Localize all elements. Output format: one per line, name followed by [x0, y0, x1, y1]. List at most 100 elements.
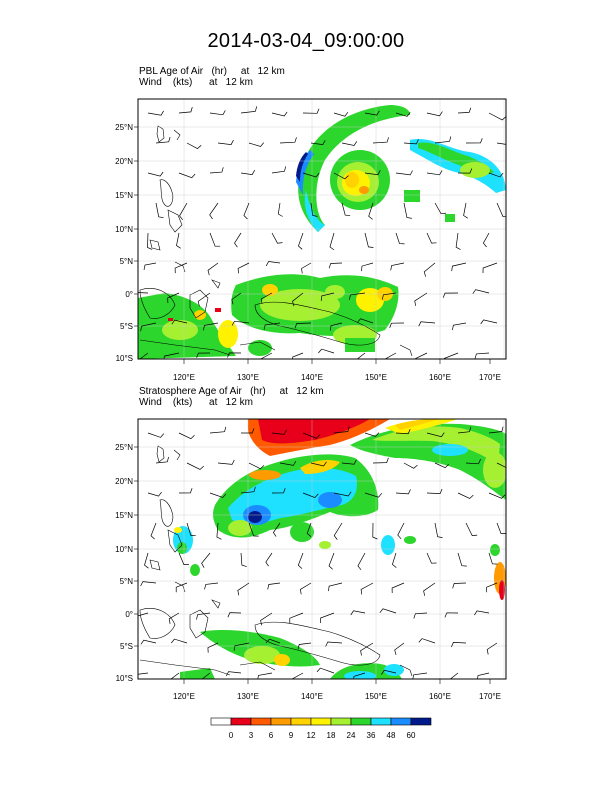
wind-barb	[372, 457, 389, 464]
wind-barb	[209, 232, 221, 247]
wind-barb	[465, 522, 478, 536]
wind-barb	[488, 426, 504, 434]
wind-barb	[395, 489, 411, 495]
wind-barb	[179, 202, 188, 221]
pbl-lat-label: 0°	[125, 290, 133, 299]
wind-barb	[260, 612, 273, 626]
wind-barb	[414, 292, 428, 306]
wind-barb	[147, 432, 165, 438]
wind-barb	[442, 292, 459, 298]
wind-barb	[488, 552, 498, 565]
wind-barb	[240, 552, 247, 567]
wind-barb	[178, 107, 193, 114]
wind-barb	[364, 232, 374, 248]
wind-barb	[294, 322, 312, 329]
wind-barb	[234, 232, 242, 248]
wind-barb	[449, 672, 459, 679]
colorbar-swatch	[330, 717, 352, 726]
wind-barb	[418, 321, 436, 327]
wind-barb	[271, 429, 287, 435]
wind-barb	[357, 552, 366, 571]
wind-barb	[395, 170, 413, 176]
wind-barb	[333, 172, 349, 180]
strat-wind-barbs	[138, 426, 506, 679]
wind-barb	[434, 202, 447, 215]
wind-barb	[243, 202, 250, 220]
wind-barb	[292, 352, 304, 359]
wind-barb	[231, 292, 242, 305]
wind-barb	[170, 672, 180, 679]
pbl-lon-label: 130°E	[237, 373, 259, 382]
wind-barb	[196, 612, 211, 620]
colorbar-label: 24	[347, 731, 356, 740]
wind-barb	[368, 202, 374, 220]
wind-barb	[452, 582, 467, 589]
colorbar-swatch	[270, 717, 292, 726]
wind-barb	[403, 462, 418, 469]
wind-barb	[292, 292, 304, 307]
strat-age-field	[173, 419, 506, 679]
wind-barb	[197, 292, 211, 307]
wind-barb	[457, 426, 472, 434]
wind-barb	[300, 582, 312, 595]
wind-barb	[217, 139, 234, 145]
wind-barb	[496, 142, 506, 145]
wind-barb	[333, 522, 343, 540]
wind-barb	[356, 352, 366, 359]
wind-barb	[488, 112, 506, 121]
wind-barb	[426, 552, 437, 564]
wind-barb	[457, 492, 474, 499]
wind-barb	[209, 426, 227, 434]
strat-lat-ticks: 25°N 20°N 15°N 10°N 5°N 0° 5°S 10°S	[115, 443, 138, 683]
wind-barb	[434, 136, 452, 144]
wind-barb	[186, 522, 196, 537]
wind-barb	[488, 172, 504, 178]
wind-barb	[138, 672, 149, 675]
wind-barb	[265, 261, 281, 267]
pbl-lon-label: 160°E	[429, 373, 451, 382]
wind-barb	[209, 202, 219, 220]
wind-barb	[496, 462, 506, 468]
wind-barb	[341, 202, 351, 217]
strat-lat-label: 5°N	[120, 577, 134, 586]
wind-barb	[403, 139, 419, 145]
wind-barb	[140, 322, 157, 332]
pbl-lat-label: 15°N	[115, 191, 133, 200]
wind-barb	[174, 262, 188, 274]
wind-barb	[328, 582, 343, 592]
wind-barb	[196, 352, 211, 358]
wind-barb	[302, 108, 320, 114]
wind-barb	[227, 612, 242, 618]
wind-barb	[381, 669, 397, 675]
wind-barb	[271, 166, 287, 174]
wind-barb	[360, 582, 374, 595]
strat-lat-label: 5°S	[120, 642, 133, 651]
wind-barb	[364, 110, 380, 116]
wind-barb	[434, 522, 443, 538]
wind-barb	[394, 642, 405, 655]
wind-barb	[140, 639, 157, 645]
wind-barb	[203, 322, 219, 331]
strat-lat-label: 10°N	[115, 545, 133, 554]
strat-lat-label: 15°N	[115, 511, 133, 520]
wind-barb	[209, 110, 226, 116]
strat-age-map: 25°N 20°N 15°N 10°N 5°N 0° 5°S 10°S 120°…	[115, 418, 507, 701]
wind-barb	[143, 262, 157, 270]
strat-coastlines	[139, 445, 413, 677]
wind-barb	[138, 612, 149, 617]
wind-barb	[412, 672, 428, 679]
wind-barb	[297, 552, 304, 569]
pbl-age-map: 25°N 20°N 15°N 10°N 5°N 0° 5°S 10°S 120°…	[115, 98, 507, 382]
pbl-lon-label: 140°E	[301, 373, 323, 382]
wind-barb	[155, 202, 164, 219]
wind-barb	[171, 319, 188, 325]
wind-barb	[297, 642, 312, 650]
wind-barb	[384, 352, 397, 359]
wind-barb	[138, 292, 149, 294]
wind-barb	[391, 552, 397, 568]
wind-barb	[302, 432, 321, 439]
strat-lon-label: 160°E	[429, 692, 451, 701]
wind-barb	[455, 232, 461, 250]
wind-barb	[144, 552, 149, 569]
pbl-lat-label: 10°S	[116, 354, 133, 363]
